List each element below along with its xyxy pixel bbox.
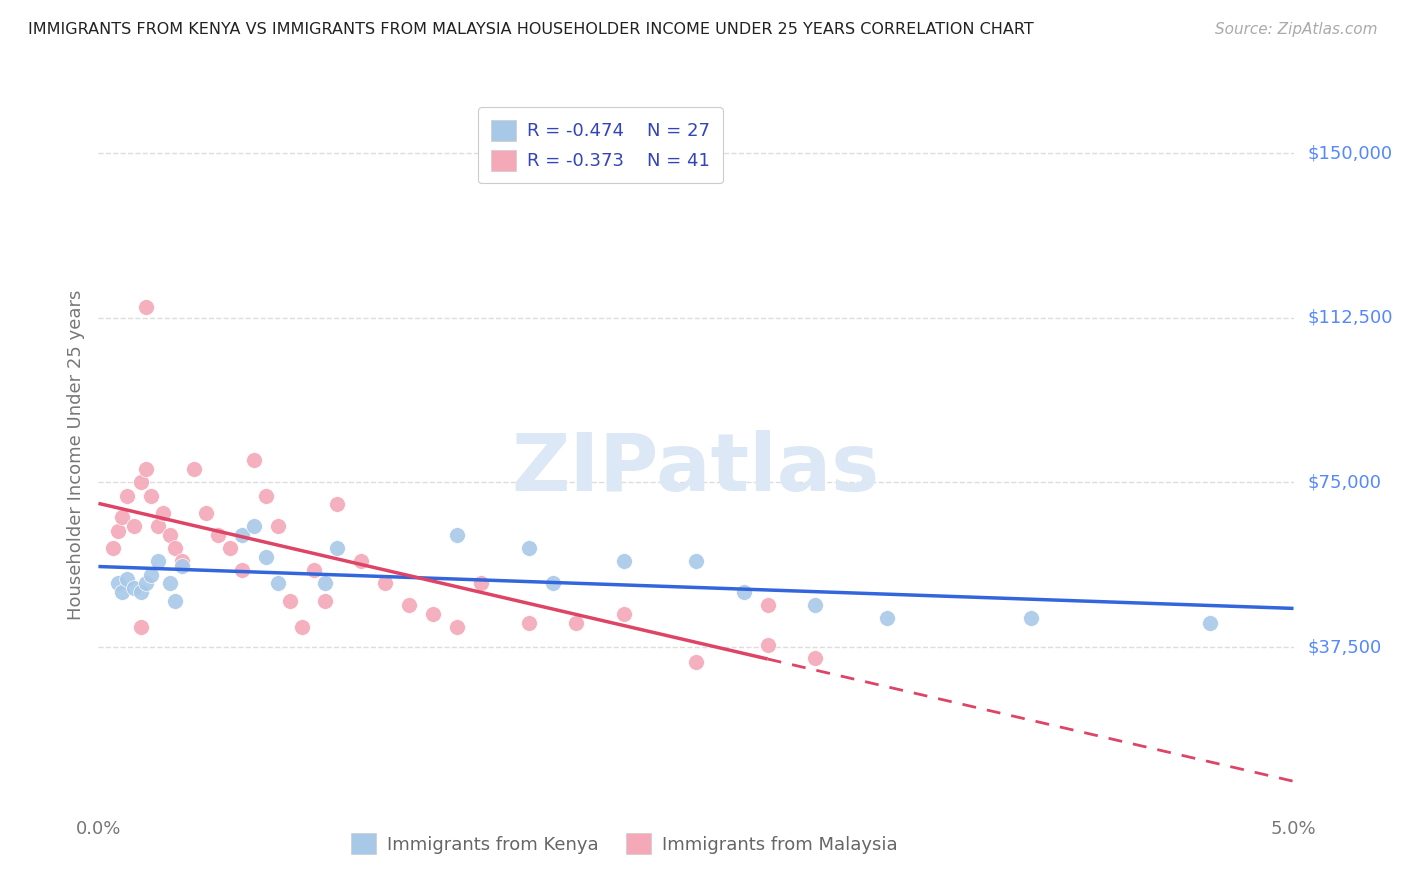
- Point: [315, 594, 337, 608]
- Point: [139, 489, 162, 503]
- Point: [135, 462, 157, 476]
- Point: [194, 506, 218, 520]
- Text: $150,000: $150,000: [1308, 144, 1393, 162]
- Point: [111, 510, 134, 524]
- Point: [135, 576, 157, 591]
- Point: [183, 462, 205, 476]
- Point: [243, 519, 266, 533]
- Point: [326, 497, 349, 511]
- Y-axis label: Householder Income Under 25 years: Householder Income Under 25 years: [66, 290, 84, 620]
- Point: [148, 519, 170, 533]
- Point: [152, 506, 174, 520]
- Point: [131, 620, 153, 634]
- Point: [163, 541, 186, 556]
- Point: [131, 475, 153, 490]
- Point: [267, 576, 290, 591]
- Point: [326, 541, 349, 556]
- Point: [1019, 611, 1042, 625]
- Text: $75,000: $75,000: [1308, 474, 1382, 491]
- Point: [290, 620, 312, 634]
- Point: [804, 599, 827, 613]
- Point: [613, 554, 636, 568]
- Text: $112,500: $112,500: [1308, 309, 1393, 326]
- Point: [159, 528, 181, 542]
- Point: [243, 453, 266, 467]
- Point: [315, 576, 337, 591]
- Text: ZIPatlas: ZIPatlas: [512, 430, 880, 508]
- Point: [219, 541, 242, 556]
- Point: [541, 576, 564, 591]
- Point: [756, 638, 779, 652]
- Point: [135, 300, 157, 314]
- Text: $37,500: $37,500: [1308, 638, 1382, 656]
- Point: [613, 607, 636, 621]
- Legend: Immigrants from Kenya, Immigrants from Malaysia: Immigrants from Kenya, Immigrants from M…: [339, 821, 910, 867]
- Point: [231, 563, 253, 577]
- Point: [804, 651, 827, 665]
- Point: [139, 567, 162, 582]
- Point: [231, 528, 253, 542]
- Point: [302, 563, 325, 577]
- Point: [172, 554, 194, 568]
- Point: [685, 656, 707, 670]
- Point: [876, 611, 898, 625]
- Point: [107, 524, 129, 538]
- Point: [685, 554, 707, 568]
- Point: [207, 528, 229, 542]
- Point: [470, 576, 492, 591]
- Point: [172, 558, 194, 573]
- Point: [254, 549, 277, 564]
- Point: [398, 599, 420, 613]
- Point: [517, 541, 540, 556]
- Point: [159, 576, 181, 591]
- Point: [422, 607, 444, 621]
- Point: [446, 528, 468, 542]
- Point: [115, 489, 138, 503]
- Point: [565, 615, 588, 630]
- Point: [111, 585, 134, 599]
- Text: Source: ZipAtlas.com: Source: ZipAtlas.com: [1215, 22, 1378, 37]
- Point: [756, 599, 779, 613]
- Point: [374, 576, 396, 591]
- Point: [517, 615, 540, 630]
- Point: [107, 576, 129, 591]
- Point: [1198, 615, 1220, 630]
- Point: [101, 541, 124, 556]
- Point: [148, 554, 170, 568]
- Point: [124, 519, 146, 533]
- Text: IMMIGRANTS FROM KENYA VS IMMIGRANTS FROM MALAYSIA HOUSEHOLDER INCOME UNDER 25 YE: IMMIGRANTS FROM KENYA VS IMMIGRANTS FROM…: [28, 22, 1033, 37]
- Point: [163, 594, 186, 608]
- Point: [131, 585, 153, 599]
- Point: [267, 519, 290, 533]
- Point: [350, 554, 373, 568]
- Point: [278, 594, 301, 608]
- Point: [115, 572, 138, 586]
- Point: [124, 581, 146, 595]
- Point: [446, 620, 468, 634]
- Point: [254, 489, 277, 503]
- Point: [733, 585, 755, 599]
